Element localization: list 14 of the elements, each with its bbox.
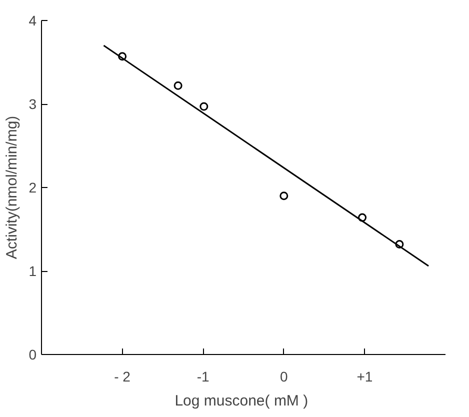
point [174, 81, 182, 90]
y-tick-label: 0 [28, 346, 37, 362]
x-tick-label: 0 [280, 368, 288, 384]
x-tick-label: +1 [356, 368, 373, 384]
y-tick-label: 2 [28, 180, 37, 196]
x-axis-title: Log muscone( mM ) [174, 392, 308, 410]
point [200, 102, 208, 111]
x-tick-label: -1 [196, 368, 210, 384]
y-tick-label: 4 [28, 12, 37, 28]
point [280, 192, 288, 200]
x-tick-label: - 2 [114, 368, 131, 384]
y-tick-label: 3 [28, 96, 37, 112]
y-tick-label: 1 [28, 263, 37, 279]
y-axis-title: Activity(nmol/min/mg) [4, 116, 21, 260]
